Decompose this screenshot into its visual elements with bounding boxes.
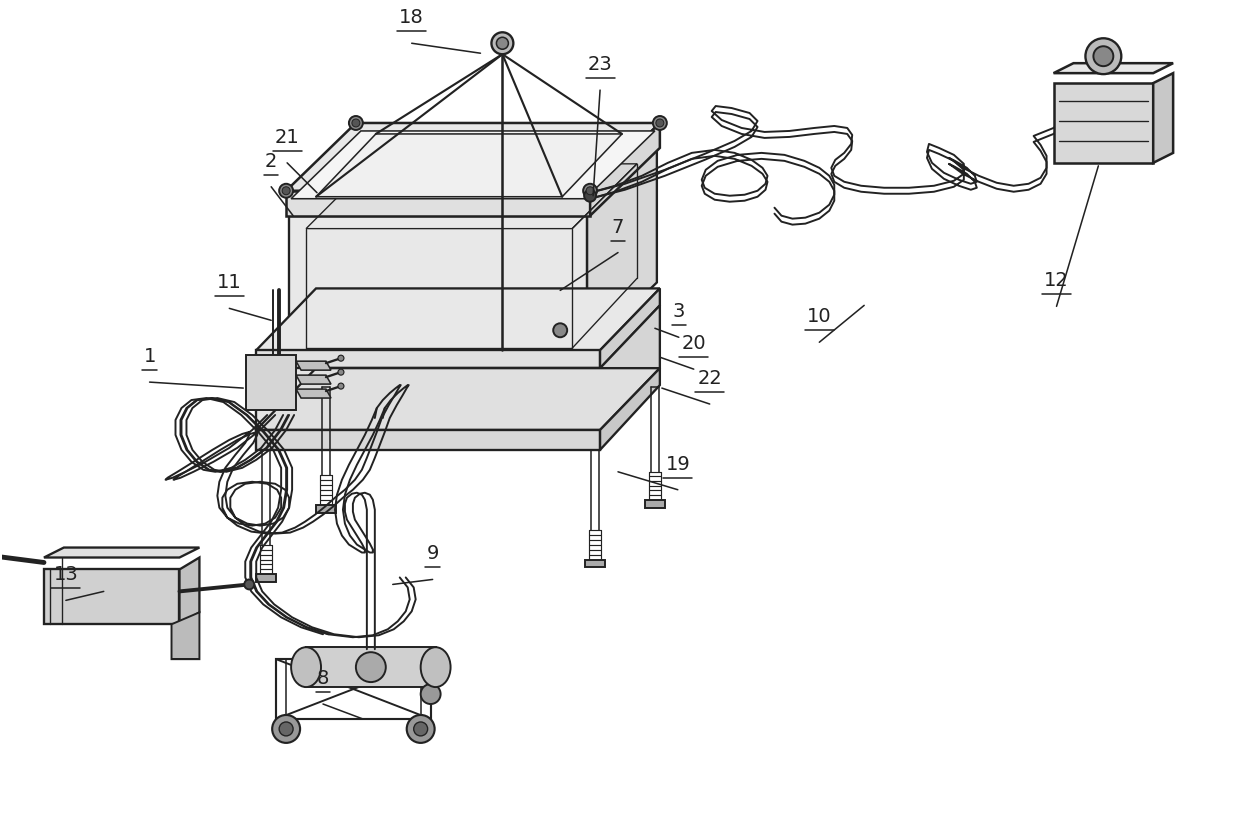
Circle shape xyxy=(272,715,300,742)
Polygon shape xyxy=(289,215,587,350)
Circle shape xyxy=(656,119,663,127)
Circle shape xyxy=(352,119,360,127)
Circle shape xyxy=(653,116,667,130)
Polygon shape xyxy=(257,368,600,430)
Circle shape xyxy=(356,653,386,682)
Polygon shape xyxy=(600,289,660,368)
Circle shape xyxy=(244,579,254,589)
Text: 13: 13 xyxy=(53,565,78,584)
Bar xyxy=(316,505,336,512)
Circle shape xyxy=(348,116,363,130)
Polygon shape xyxy=(587,148,657,350)
Text: 20: 20 xyxy=(682,334,706,353)
Polygon shape xyxy=(1054,64,1173,73)
Polygon shape xyxy=(257,289,660,350)
Bar xyxy=(585,559,605,568)
Polygon shape xyxy=(43,569,180,625)
Polygon shape xyxy=(257,368,660,430)
Ellipse shape xyxy=(420,647,450,687)
Polygon shape xyxy=(316,134,622,196)
Polygon shape xyxy=(600,368,660,450)
Polygon shape xyxy=(590,123,660,215)
Text: 10: 10 xyxy=(807,307,832,327)
Circle shape xyxy=(283,186,290,195)
Bar xyxy=(257,574,277,582)
Polygon shape xyxy=(43,548,200,558)
Polygon shape xyxy=(296,375,331,384)
Circle shape xyxy=(339,356,343,361)
Circle shape xyxy=(491,32,513,54)
Circle shape xyxy=(496,37,508,50)
Circle shape xyxy=(279,184,293,198)
Circle shape xyxy=(279,722,293,736)
Polygon shape xyxy=(257,430,600,450)
Circle shape xyxy=(584,190,596,201)
Circle shape xyxy=(1085,38,1121,74)
Circle shape xyxy=(407,715,435,742)
Polygon shape xyxy=(296,361,331,370)
Circle shape xyxy=(583,184,598,198)
Polygon shape xyxy=(1153,73,1173,163)
Bar xyxy=(645,500,665,507)
Text: 12: 12 xyxy=(1044,271,1069,290)
Circle shape xyxy=(414,722,428,736)
Text: 21: 21 xyxy=(275,128,300,147)
Text: 1: 1 xyxy=(144,347,156,366)
Text: 3: 3 xyxy=(672,302,684,321)
Polygon shape xyxy=(286,191,590,215)
Circle shape xyxy=(339,369,343,375)
Polygon shape xyxy=(296,389,331,398)
Text: 23: 23 xyxy=(588,55,613,74)
Text: 2: 2 xyxy=(265,152,278,171)
Text: 9: 9 xyxy=(427,544,439,563)
Circle shape xyxy=(420,684,440,704)
Text: 11: 11 xyxy=(217,273,242,292)
Circle shape xyxy=(553,323,567,337)
Polygon shape xyxy=(286,123,660,191)
Text: 8: 8 xyxy=(316,669,329,688)
Polygon shape xyxy=(1054,83,1153,163)
Polygon shape xyxy=(600,305,660,430)
Polygon shape xyxy=(289,148,657,215)
Polygon shape xyxy=(257,350,600,368)
Text: 7: 7 xyxy=(611,218,624,237)
Circle shape xyxy=(587,186,594,195)
Polygon shape xyxy=(291,131,655,199)
Ellipse shape xyxy=(291,647,321,687)
Polygon shape xyxy=(171,612,200,659)
Circle shape xyxy=(1094,46,1114,66)
Text: 19: 19 xyxy=(666,455,691,474)
Text: 18: 18 xyxy=(399,8,424,27)
Circle shape xyxy=(339,383,343,389)
Polygon shape xyxy=(247,356,296,410)
Polygon shape xyxy=(180,558,200,625)
Text: 22: 22 xyxy=(697,369,722,388)
Polygon shape xyxy=(306,647,435,687)
